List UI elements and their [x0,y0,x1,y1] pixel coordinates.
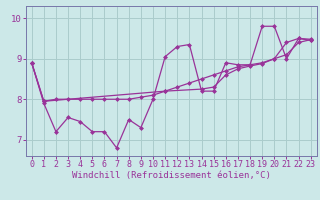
X-axis label: Windchill (Refroidissement éolien,°C): Windchill (Refroidissement éolien,°C) [72,171,271,180]
